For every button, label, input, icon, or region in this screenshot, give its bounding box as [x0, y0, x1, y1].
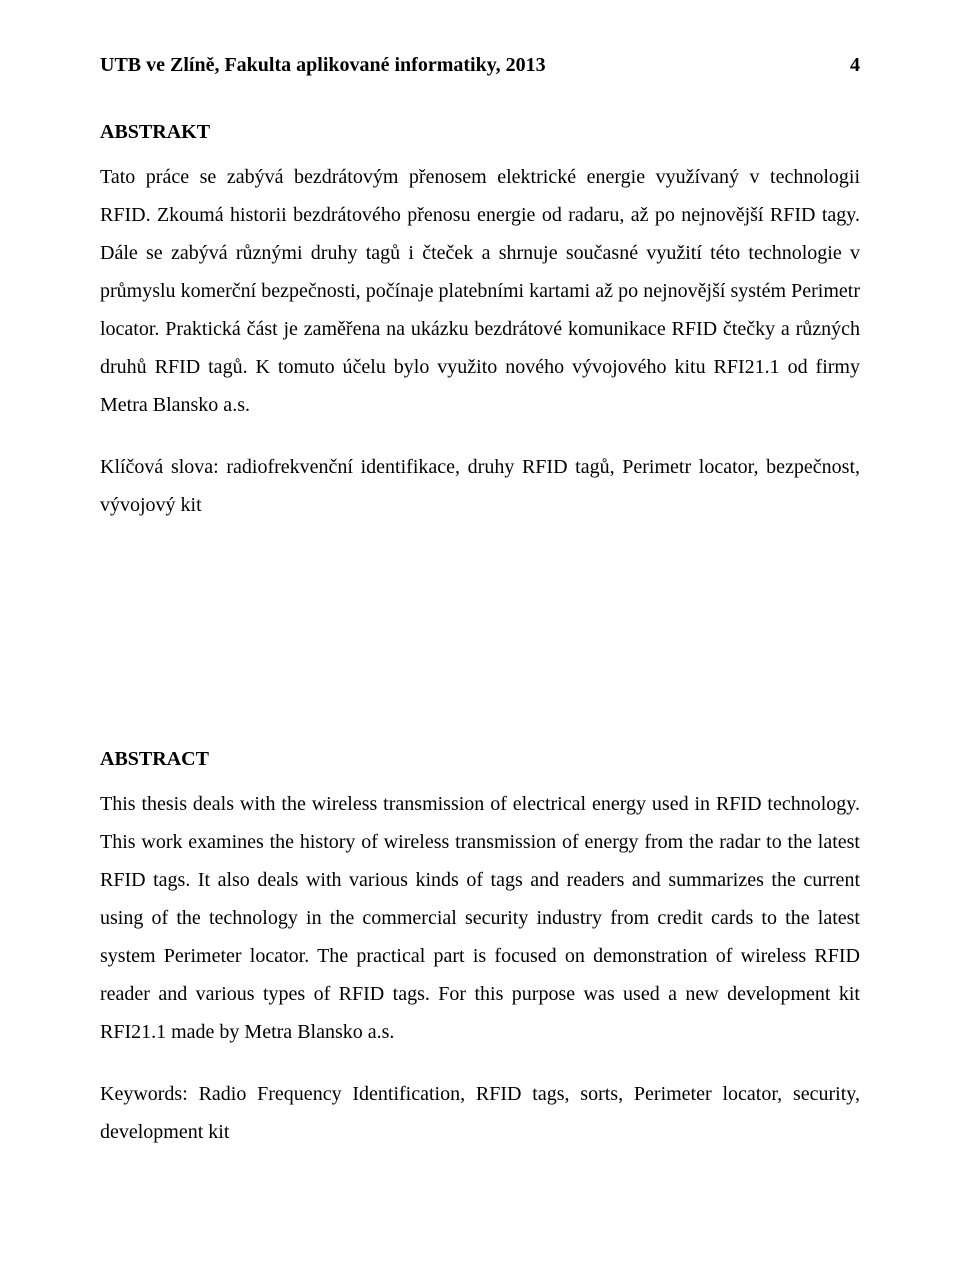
abstract-cz-heading: ABSTRAKT — [100, 121, 860, 144]
header-left: UTB ve Zlíně, Fakulta aplikované informa… — [100, 54, 546, 77]
abstract-cz-keywords: Klíčová slova: radiofrekvenční identifik… — [100, 448, 860, 524]
abstract-en-keywords: Keywords: Radio Frequency Identification… — [100, 1075, 860, 1151]
page-header: UTB ve Zlíně, Fakulta aplikované informa… — [100, 54, 860, 77]
abstract-en-heading: ABSTRACT — [100, 748, 860, 771]
header-page-number: 4 — [850, 54, 860, 77]
abstract-cz-body: Tato práce se zabývá bezdrátovým přenose… — [100, 158, 860, 424]
section-gap — [100, 548, 860, 668]
abstract-en-body: This thesis deals with the wireless tran… — [100, 785, 860, 1051]
page: UTB ve Zlíně, Fakulta aplikované informa… — [0, 0, 960, 1266]
